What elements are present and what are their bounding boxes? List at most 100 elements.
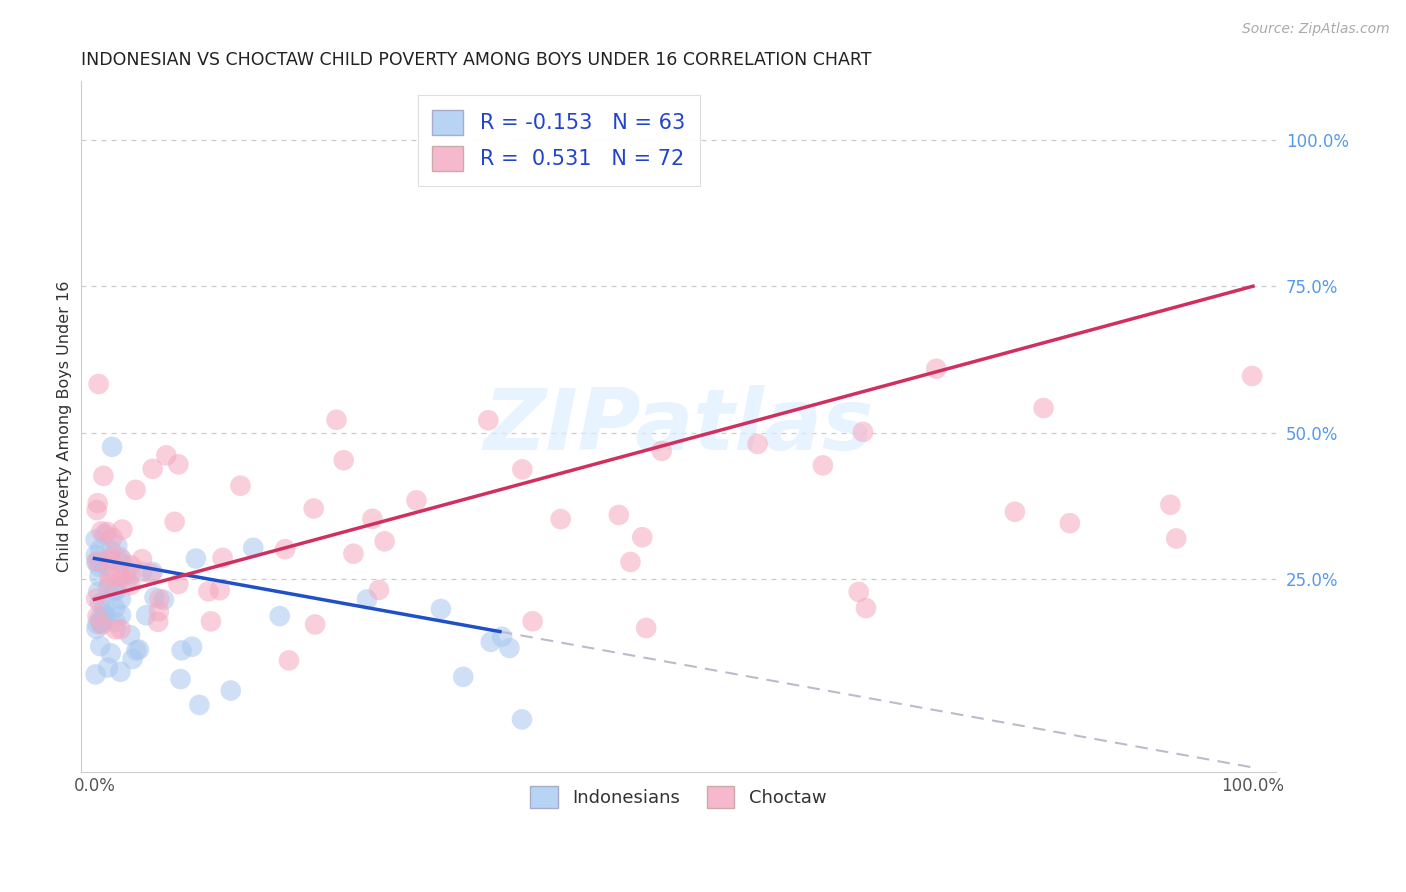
Point bbox=[89, 611, 111, 625]
Point bbox=[111, 553, 134, 567]
Point bbox=[121, 652, 143, 666]
Point bbox=[142, 565, 165, 579]
Point bbox=[491, 630, 513, 644]
Legend: Indonesians, Choctaw: Indonesians, Choctaw bbox=[523, 779, 834, 815]
Point bbox=[104, 600, 127, 615]
Point bbox=[98, 576, 121, 591]
Point bbox=[120, 567, 142, 582]
Point bbox=[93, 600, 115, 615]
Point bbox=[89, 596, 111, 610]
Point bbox=[94, 558, 117, 573]
Point bbox=[1241, 369, 1264, 384]
Point bbox=[86, 503, 108, 517]
Point bbox=[131, 552, 153, 566]
Point bbox=[100, 646, 122, 660]
Point bbox=[86, 616, 108, 631]
Point bbox=[229, 478, 252, 492]
Point bbox=[110, 608, 132, 623]
Point bbox=[89, 556, 111, 570]
Point bbox=[89, 541, 111, 556]
Point bbox=[86, 496, 108, 510]
Point bbox=[607, 508, 630, 522]
Point bbox=[131, 565, 153, 579]
Point bbox=[139, 566, 162, 581]
Point bbox=[101, 531, 124, 545]
Point bbox=[200, 615, 222, 629]
Point bbox=[197, 584, 219, 599]
Point bbox=[90, 615, 112, 630]
Point bbox=[274, 542, 297, 557]
Point bbox=[848, 585, 870, 599]
Point bbox=[925, 361, 948, 376]
Point bbox=[855, 601, 877, 615]
Point bbox=[110, 665, 132, 679]
Point bbox=[163, 515, 186, 529]
Point bbox=[108, 550, 131, 565]
Point bbox=[405, 493, 427, 508]
Point bbox=[107, 568, 129, 582]
Point bbox=[93, 527, 115, 541]
Point bbox=[1032, 401, 1054, 415]
Point bbox=[332, 453, 354, 467]
Point bbox=[747, 437, 769, 451]
Point bbox=[97, 660, 120, 674]
Point bbox=[219, 683, 242, 698]
Point bbox=[430, 602, 453, 616]
Point bbox=[188, 698, 211, 712]
Point bbox=[124, 483, 146, 497]
Point bbox=[89, 570, 111, 584]
Point bbox=[90, 616, 112, 631]
Text: ZIPatlas: ZIPatlas bbox=[484, 385, 873, 468]
Point bbox=[1059, 516, 1081, 531]
Point bbox=[120, 558, 142, 573]
Point bbox=[146, 615, 169, 629]
Point bbox=[522, 615, 544, 629]
Point bbox=[208, 583, 231, 598]
Point bbox=[184, 551, 207, 566]
Point bbox=[211, 550, 233, 565]
Point bbox=[87, 559, 110, 574]
Point bbox=[167, 458, 190, 472]
Point bbox=[128, 642, 150, 657]
Point bbox=[84, 533, 107, 547]
Point bbox=[1159, 498, 1181, 512]
Point bbox=[84, 555, 107, 569]
Point bbox=[86, 622, 108, 636]
Point bbox=[105, 539, 128, 553]
Point bbox=[619, 555, 641, 569]
Point bbox=[90, 524, 112, 539]
Point bbox=[304, 617, 326, 632]
Point bbox=[98, 569, 121, 583]
Point bbox=[84, 548, 107, 562]
Point bbox=[103, 583, 125, 598]
Point bbox=[325, 413, 347, 427]
Point bbox=[100, 553, 122, 567]
Point bbox=[269, 609, 291, 624]
Point bbox=[94, 607, 117, 622]
Point bbox=[143, 591, 166, 605]
Point bbox=[110, 592, 132, 607]
Point bbox=[135, 608, 157, 623]
Point bbox=[93, 469, 115, 483]
Point bbox=[111, 523, 134, 537]
Point bbox=[91, 612, 114, 626]
Text: INDONESIAN VS CHOCTAW CHILD POVERTY AMONG BOYS UNDER 16 CORRELATION CHART: INDONESIAN VS CHOCTAW CHILD POVERTY AMON… bbox=[80, 51, 870, 69]
Point bbox=[302, 501, 325, 516]
Point bbox=[277, 653, 299, 667]
Point bbox=[87, 585, 110, 599]
Point bbox=[153, 592, 176, 607]
Point bbox=[479, 635, 502, 649]
Point bbox=[181, 640, 204, 654]
Point bbox=[100, 550, 122, 565]
Point bbox=[104, 584, 127, 599]
Point bbox=[86, 554, 108, 568]
Point bbox=[125, 643, 148, 657]
Point bbox=[342, 547, 364, 561]
Point bbox=[96, 524, 118, 539]
Point bbox=[498, 640, 520, 655]
Point bbox=[97, 582, 120, 596]
Point bbox=[84, 591, 107, 606]
Point bbox=[167, 577, 190, 591]
Point bbox=[115, 567, 138, 582]
Point bbox=[104, 622, 127, 636]
